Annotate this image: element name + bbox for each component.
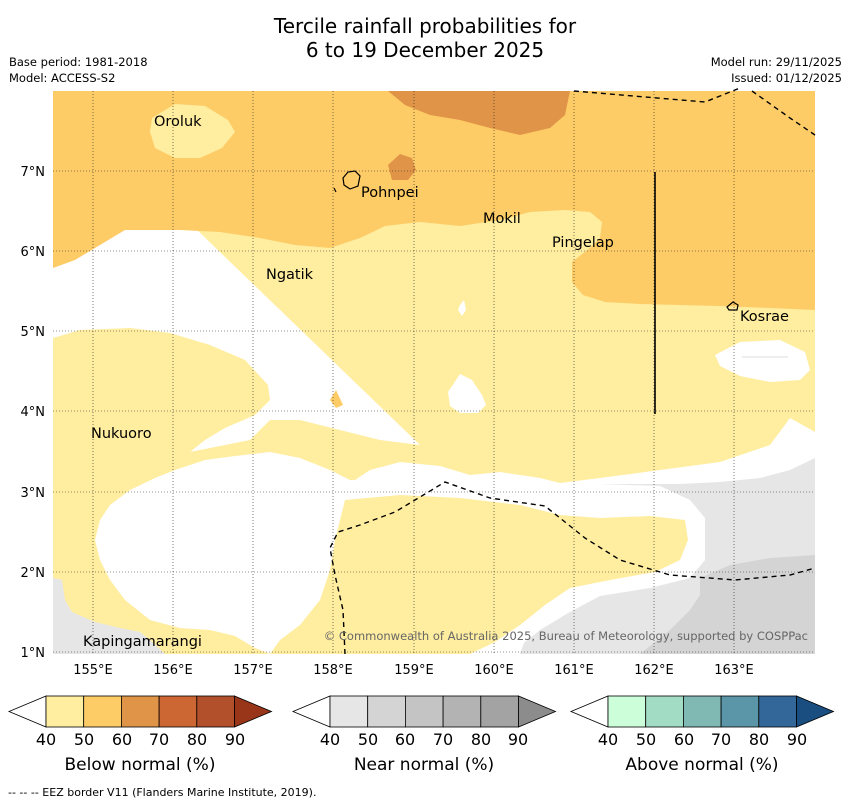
colorbar-below-segment	[83, 695, 122, 728]
below-50-60-region	[53, 91, 815, 310]
colorbar-near-segment	[291, 695, 331, 728]
place-oroluk: Oroluk	[154, 114, 202, 130]
colorbar-below-segment	[7, 695, 47, 728]
colorbar-near-segment	[329, 695, 369, 728]
oroluk-light-region	[150, 104, 235, 158]
lat-tick: 4°N	[21, 405, 46, 420]
colorbar-above-tick: 80	[749, 730, 769, 749]
title-line-1: Tercile rainfall probabilities for	[273, 14, 577, 38]
eez-border	[329, 87, 816, 655]
colorbar-below-tick: 50	[74, 730, 94, 749]
colorbar-near-tick: 60	[395, 730, 415, 749]
colorbar-near-segment	[442, 695, 482, 728]
colorbar-below	[7, 695, 273, 728]
lon-tick: 155°E	[73, 663, 113, 678]
probability-field	[53, 91, 815, 654]
white-spot-right	[715, 340, 810, 382]
colorbar-near-tick: 70	[433, 730, 453, 749]
colorbar-near-segment	[404, 695, 444, 728]
colorbar-below-tick: 70	[149, 730, 169, 749]
colorbar-below-tick: 80	[187, 730, 207, 749]
place-ngatik: Ngatik	[266, 267, 314, 283]
colorbar-above-tick: 60	[674, 730, 694, 749]
white-spot-center	[448, 374, 486, 413]
colorbar-below-tick: 40	[36, 730, 56, 749]
colorbar-above-segment	[607, 695, 647, 728]
colorbar-near-tick: 90	[508, 730, 528, 749]
colorbar-near-tick: 50	[358, 730, 378, 749]
kosrae-island	[726, 301, 739, 311]
lon-tick: 162°E	[634, 663, 674, 678]
atoll-mark	[333, 187, 337, 193]
colorbar-below-segment	[158, 695, 198, 728]
issued-date: Issued: 01/12/2025	[731, 71, 842, 85]
colorbar-below-segment	[45, 695, 85, 728]
copyright-notice: © Commonwealth of Australia 2025, Bureau…	[324, 629, 808, 643]
near-50-60-region	[640, 555, 815, 654]
colorbar-above-label: Above normal (%)	[625, 755, 779, 775]
colorbar-near-tick: 80	[471, 730, 491, 749]
lon-tick: 160°E	[474, 663, 514, 678]
colorbar-near-tick: 40	[320, 730, 340, 749]
colorbar-above-segment	[796, 695, 835, 728]
place-kosrae: Kosrae	[740, 309, 789, 325]
colorbar-below-tick: 60	[112, 730, 132, 749]
colorbar-above-segment	[758, 695, 797, 728]
lat-tick: 5°N	[21, 325, 46, 340]
colorbar-near-label: Near normal (%)	[353, 755, 495, 775]
gridlines	[53, 91, 815, 654]
below-40-50-region-2	[270, 495, 688, 654]
lon-tick: 156°E	[153, 663, 193, 678]
lon-tick: 157°E	[233, 663, 273, 678]
lon-tick: 161°E	[554, 663, 594, 678]
colorbar-near-segment	[518, 695, 557, 728]
colorbar-above-segment	[683, 695, 722, 728]
lon-tick: 163°E	[714, 663, 754, 678]
below-60-70-blob	[388, 154, 416, 180]
lat-tick: 3°N	[21, 486, 46, 501]
colorbar-below-segment	[234, 695, 273, 728]
colorbar-above-tick: 50	[636, 730, 656, 749]
white-spot-small	[458, 300, 466, 316]
place-nukuoro: Nukuoro	[91, 426, 152, 442]
colorbar-below-segment	[196, 695, 235, 728]
model-name: Model: ACCESS-S2	[9, 71, 116, 85]
below-60-70-region	[388, 91, 570, 135]
colorbar-near-segment	[480, 695, 519, 728]
colorbar-near-segment	[367, 695, 406, 728]
eez-note: -- -- -- EEZ border V11 (Flanders Marine…	[8, 786, 317, 799]
place-mokil: Mokil	[483, 211, 521, 227]
place-kapingamarangi: Kapingamarangi	[83, 634, 202, 650]
lat-tick: 2°N	[21, 566, 46, 581]
model-run: Model run: 29/11/2025	[710, 55, 842, 69]
colorbar-above-segment	[645, 695, 684, 728]
colorbar-near	[291, 695, 557, 728]
near-region-left	[53, 578, 165, 654]
colorbar-below-segment	[121, 695, 160, 728]
lat-tick: 1°N	[21, 646, 46, 661]
colorbar-above-tick: 90	[787, 730, 807, 749]
pohnpei-island	[342, 170, 361, 190]
title-line-2: 6 to 19 December 2025	[305, 38, 545, 62]
place-pohnpei: Pohnpei	[361, 185, 419, 201]
colorbar-above-tick: 70	[711, 730, 731, 749]
lon-tick: 159°E	[394, 663, 434, 678]
colorbar-below-label: Below normal (%)	[64, 755, 216, 775]
lat-tick: 7°N	[21, 165, 46, 180]
colorbar-above	[569, 695, 835, 728]
lon-tick: 158°E	[313, 663, 353, 678]
colorbar-above-segment	[720, 695, 760, 728]
colorbar-above-tick: 40	[598, 730, 618, 749]
lat-tick: 6°N	[21, 245, 46, 260]
colorbar-above-segment	[569, 695, 609, 728]
colorbar-below-tick: 90	[225, 730, 245, 749]
place-pingelap: Pingelap	[552, 235, 614, 251]
base-period: Base period: 1981-2018	[9, 55, 148, 69]
